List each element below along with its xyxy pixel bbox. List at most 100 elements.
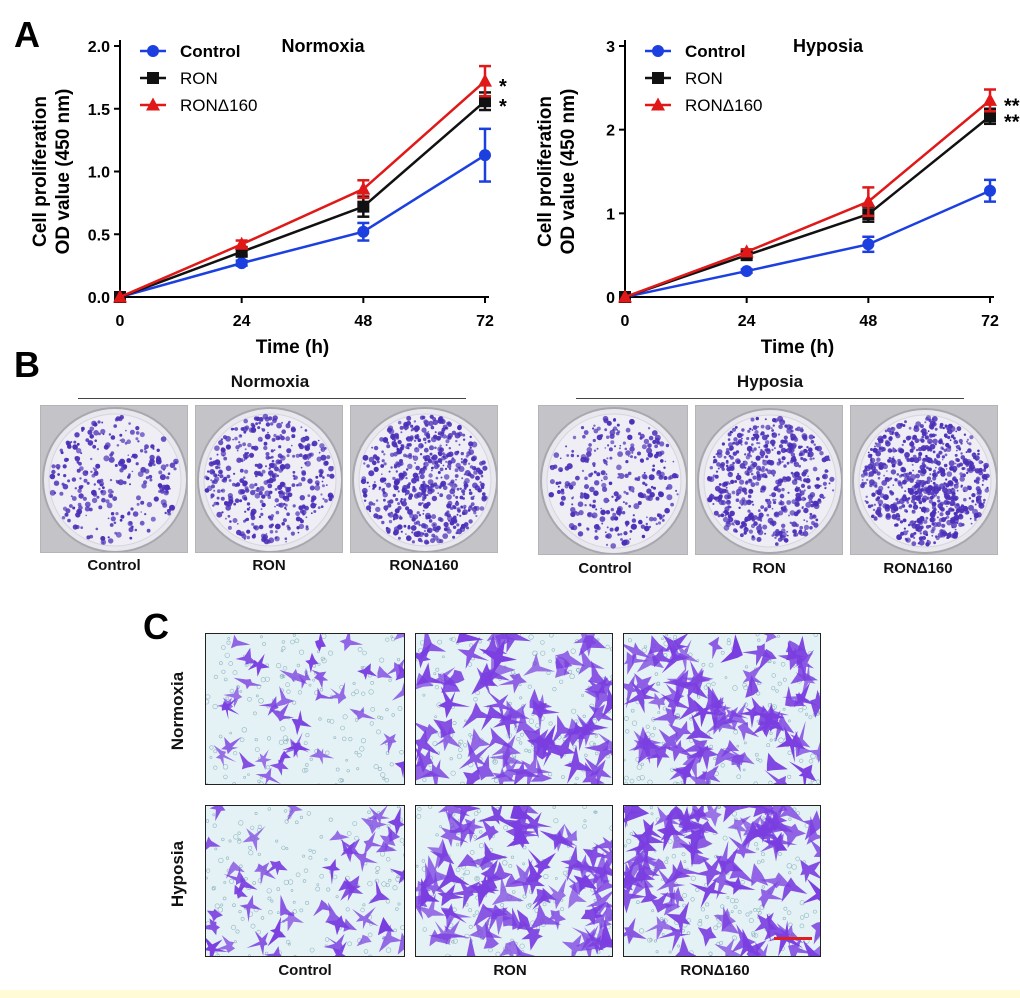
colony (473, 505, 477, 510)
membrane-pore (385, 707, 389, 712)
membrane-pore (275, 663, 282, 669)
colony (460, 451, 464, 456)
membrane-pore (802, 705, 807, 710)
colony (278, 445, 282, 449)
migrated-cell (648, 635, 671, 655)
colony (570, 453, 575, 458)
colony (90, 457, 93, 461)
membrane-pore (299, 815, 303, 819)
membrane-pore (690, 875, 696, 881)
colony (419, 415, 425, 420)
colony (158, 486, 161, 489)
colony (285, 496, 288, 499)
colony (890, 469, 897, 475)
membrane-pore (649, 806, 654, 810)
colony (391, 440, 397, 446)
migrated-cell (601, 687, 612, 718)
colony (593, 490, 599, 496)
colony (429, 445, 434, 451)
colony (765, 424, 771, 431)
colony (383, 498, 386, 502)
colony (270, 514, 275, 518)
colony (886, 427, 892, 433)
colony (475, 467, 481, 473)
colony (274, 498, 279, 503)
colony (387, 425, 394, 431)
membrane-pore (733, 729, 738, 735)
colony (600, 507, 603, 510)
colony (393, 512, 398, 517)
membrane-pore (575, 776, 579, 781)
colony (406, 468, 409, 471)
colony (483, 495, 488, 500)
colony (720, 500, 726, 506)
colony (911, 521, 913, 523)
colony (602, 415, 609, 422)
membrane-pore (493, 778, 499, 783)
membrane-pore (624, 781, 628, 784)
membrane-pore (357, 647, 363, 652)
colony (911, 509, 916, 514)
colony (239, 533, 243, 537)
colony (242, 481, 247, 487)
colony (956, 503, 960, 507)
colony (140, 500, 145, 505)
colony (754, 430, 759, 435)
colony (236, 457, 242, 463)
colony (584, 484, 589, 490)
colony (640, 524, 646, 529)
colony (208, 461, 215, 467)
colony (605, 473, 608, 476)
colony (750, 417, 755, 422)
colony (286, 454, 290, 458)
migrated-cell (802, 810, 820, 841)
colony (617, 505, 623, 512)
colony (625, 427, 631, 433)
colony (421, 523, 427, 529)
colony (144, 513, 147, 516)
colony (279, 464, 286, 470)
membrane-pore (206, 868, 211, 873)
colony (228, 479, 232, 482)
membrane-pore (522, 862, 526, 866)
membrane-pore (449, 637, 453, 641)
migrated-cell (748, 822, 774, 841)
colony (395, 445, 399, 448)
colony (126, 439, 131, 444)
colony (619, 532, 623, 536)
colony (974, 516, 977, 520)
colony (749, 427, 752, 431)
migrated-cell (808, 741, 820, 764)
colony (625, 450, 631, 456)
colony (652, 517, 657, 522)
colony (913, 536, 916, 539)
colony (410, 436, 414, 441)
membrane-pore (673, 781, 678, 784)
colony (951, 508, 955, 512)
membrane-pore (233, 940, 237, 944)
colony (424, 441, 427, 444)
colony (419, 470, 422, 474)
colony (968, 504, 974, 511)
colony (731, 427, 737, 432)
membrane-pore (391, 713, 395, 717)
colony (814, 446, 819, 451)
membrane-pore (256, 929, 261, 935)
migrated-cell (329, 830, 350, 841)
colony (939, 425, 943, 429)
colony (307, 478, 313, 484)
membrane-pore (779, 955, 782, 956)
colony (925, 454, 928, 458)
colony (437, 446, 443, 452)
membrane-pore (528, 718, 534, 724)
colony (926, 496, 930, 500)
colony (649, 494, 652, 497)
colony (932, 470, 935, 473)
colony (221, 488, 226, 493)
membrane-pore (247, 697, 252, 702)
migrated-cell (394, 761, 404, 779)
migrated-cell (664, 863, 691, 885)
colony (263, 445, 268, 451)
micrograph-normoxia-control (205, 633, 405, 785)
membrane-pore (473, 835, 478, 839)
